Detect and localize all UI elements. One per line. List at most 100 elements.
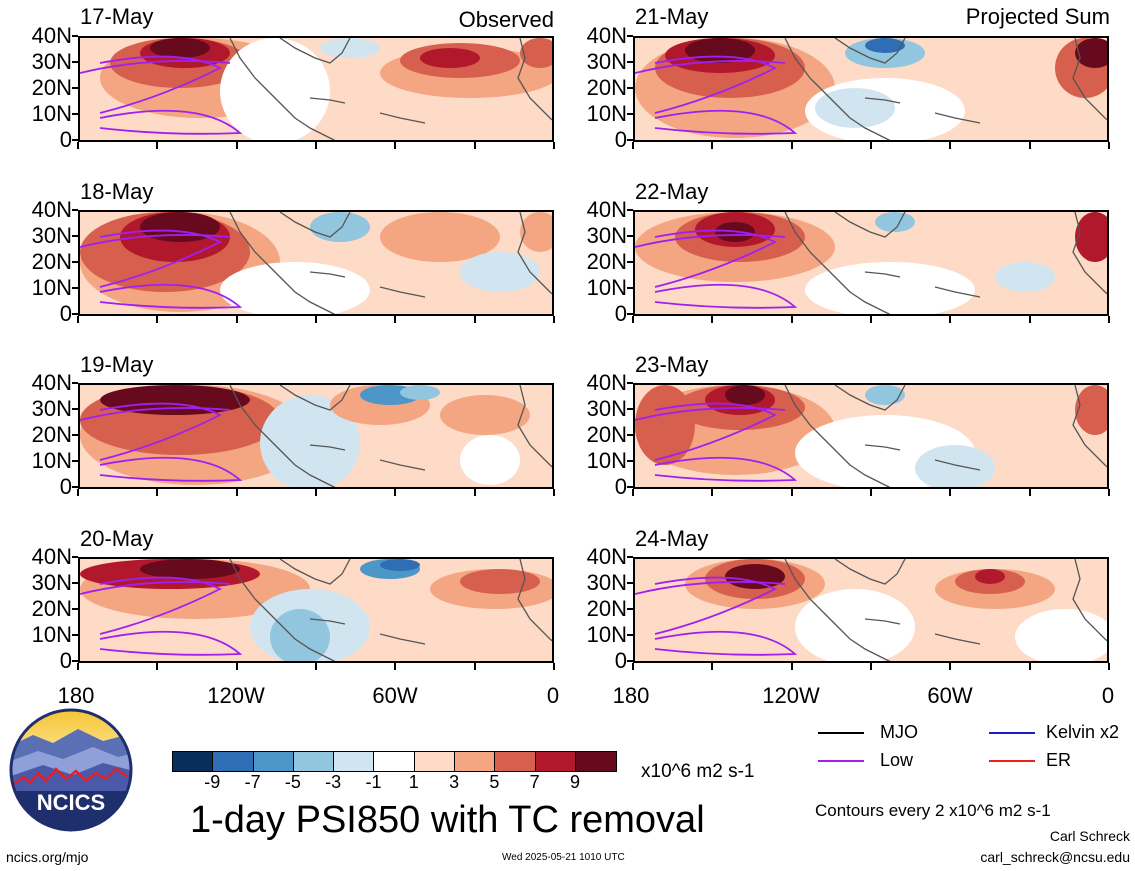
- lon-label-180-right: 180: [612, 683, 650, 708]
- ncics-logo: NCICS: [9, 708, 133, 832]
- anomaly-shading: [875, 212, 915, 232]
- longitude-tick: [552, 142, 555, 149]
- latitude-label: 10N: [586, 622, 627, 647]
- anomaly-shading: [520, 38, 552, 68]
- lon-label-180-left: 180: [57, 683, 95, 708]
- longitude-tick: [790, 663, 793, 670]
- footer-timestamp: Wed 2025-05-21 1010 UTC: [502, 852, 625, 863]
- latitude-tick: [627, 261, 633, 263]
- latitude-tick: [627, 113, 633, 115]
- latitude-label: 0: [614, 127, 627, 152]
- longitude-tick: [790, 316, 793, 323]
- anomaly-shading: [1075, 385, 1107, 435]
- latitude-tick: [627, 660, 633, 662]
- longitude-tick: [632, 663, 634, 670]
- longitude-tick: [314, 316, 317, 323]
- map-panel-obs-4: [78, 557, 554, 663]
- projected-title: Projected Sum: [965, 4, 1110, 29]
- latitude-tick: [627, 556, 633, 558]
- colorbar-swatch: [173, 752, 214, 771]
- colorbar-label: -9: [204, 772, 221, 792]
- anomaly-shading: [220, 262, 370, 314]
- low-contour: [80, 229, 243, 309]
- latitude-tick: [627, 460, 633, 462]
- anomaly-shading: [310, 212, 370, 242]
- anomaly-shading: [795, 589, 915, 661]
- longitude-tick: [235, 489, 238, 496]
- anomaly-shading: [460, 569, 540, 594]
- latitude-tick: [627, 235, 633, 237]
- latitude-label: 40N: [586, 544, 627, 569]
- latitude-tick: [627, 486, 633, 488]
- latitude-label: 30N: [31, 570, 72, 595]
- colorbar-swatch: [213, 752, 254, 771]
- latitude-label: 20N: [31, 596, 72, 621]
- latitude-label: 0: [59, 127, 72, 152]
- latitude-tick: [72, 61, 78, 63]
- lon-label-60w-right: 60W: [927, 683, 973, 708]
- latitude-tick: [72, 113, 78, 115]
- anomaly-shading: [400, 385, 440, 400]
- low-contour: [635, 229, 798, 309]
- latitude-label: 30N: [31, 49, 72, 74]
- colorbar-swatch: [374, 752, 415, 771]
- panel-date-proj-3: 23-May: [635, 352, 709, 377]
- latitude-tick: [72, 434, 78, 436]
- colorbar-label: -5: [284, 772, 301, 792]
- footer-email[interactable]: carl_schreck@ncsu.edu: [980, 849, 1130, 865]
- anomaly-shading: [150, 38, 210, 58]
- longitude-tick: [156, 316, 159, 323]
- latitude-tick: [627, 35, 633, 37]
- low-contour: [635, 55, 798, 135]
- footer-url[interactable]: ncics.org/mjo: [6, 849, 89, 865]
- longitude-tick: [552, 316, 555, 323]
- longitude-tick: [473, 316, 476, 323]
- longitude-tick: [235, 316, 238, 323]
- colorbar: [172, 751, 618, 772]
- low-contour: [635, 402, 798, 482]
- latitude-tick: [72, 608, 78, 610]
- lon-label-0-right: 0: [1101, 683, 1115, 708]
- anomaly-shading: [915, 445, 995, 487]
- colorbar-label: 5: [489, 772, 500, 792]
- latitude-tick: [72, 660, 78, 662]
- latitude-label: 10N: [586, 448, 627, 473]
- latitude-label: 10N: [31, 622, 72, 647]
- legend-line-kelvin: [989, 732, 1035, 734]
- longitude-tick: [632, 142, 634, 149]
- latitude-label: 20N: [586, 249, 627, 274]
- longitude-tick: [1028, 663, 1031, 670]
- anomaly-shading: [805, 262, 975, 314]
- panel-date-proj-4: 24-May: [635, 526, 709, 551]
- latitude-tick: [627, 139, 633, 141]
- colorbar-swatch: [414, 752, 456, 771]
- anomaly-shading: [935, 212, 1055, 252]
- footer-author: Carl Schreck: [1049, 828, 1130, 844]
- panel-date-proj-1: 21-May: [635, 4, 709, 29]
- latitude-tick: [72, 313, 78, 315]
- colorbar-units: x10^6 m2 s-1: [641, 761, 755, 782]
- longitude-tick: [1028, 316, 1031, 323]
- coastline: [229, 212, 552, 314]
- longitude-tick: [77, 489, 79, 496]
- latitude-label: 0: [614, 301, 627, 326]
- latitude-label: 40N: [31, 197, 72, 222]
- latitude-label: 20N: [31, 422, 72, 447]
- longitude-tick: [1107, 142, 1110, 149]
- anomaly-shading: [725, 564, 785, 589]
- longitude-tick: [77, 142, 79, 149]
- latitude-tick: [72, 408, 78, 410]
- legend-line-low: [818, 760, 864, 762]
- map-panel-proj-1: [633, 36, 1109, 142]
- latitude-label: 20N: [586, 75, 627, 100]
- low-contour: [80, 576, 243, 656]
- panel-date-proj-2: 22-May: [635, 179, 709, 204]
- longitude-tick: [394, 489, 397, 496]
- latitude-label: 30N: [586, 223, 627, 248]
- latitude-label: 0: [614, 474, 627, 499]
- low-contour: [80, 55, 243, 135]
- latitude-tick: [72, 582, 78, 584]
- longitude-tick: [314, 142, 317, 149]
- lon-label-120w-right: 120W: [762, 683, 820, 708]
- latitude-tick: [72, 634, 78, 636]
